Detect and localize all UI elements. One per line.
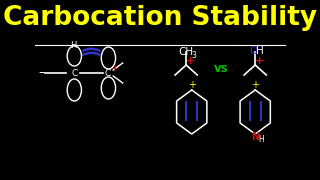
Text: +: + (251, 80, 259, 90)
Text: Carbocation Stability: Carbocation Stability (3, 5, 317, 31)
Text: C: C (105, 69, 111, 78)
Text: 3: 3 (192, 51, 196, 60)
Text: +: + (255, 56, 265, 66)
Text: +: + (110, 64, 118, 74)
Text: N: N (251, 132, 259, 142)
Text: H: H (256, 46, 264, 56)
Text: O: O (250, 46, 258, 56)
Text: H: H (258, 136, 264, 145)
Text: –: – (39, 66, 45, 80)
Text: C: C (72, 69, 78, 78)
Text: H: H (70, 40, 77, 50)
Text: +: + (188, 80, 196, 90)
Text: CH: CH (179, 47, 194, 57)
Text: vs: vs (214, 62, 228, 75)
Text: +: + (186, 56, 196, 66)
